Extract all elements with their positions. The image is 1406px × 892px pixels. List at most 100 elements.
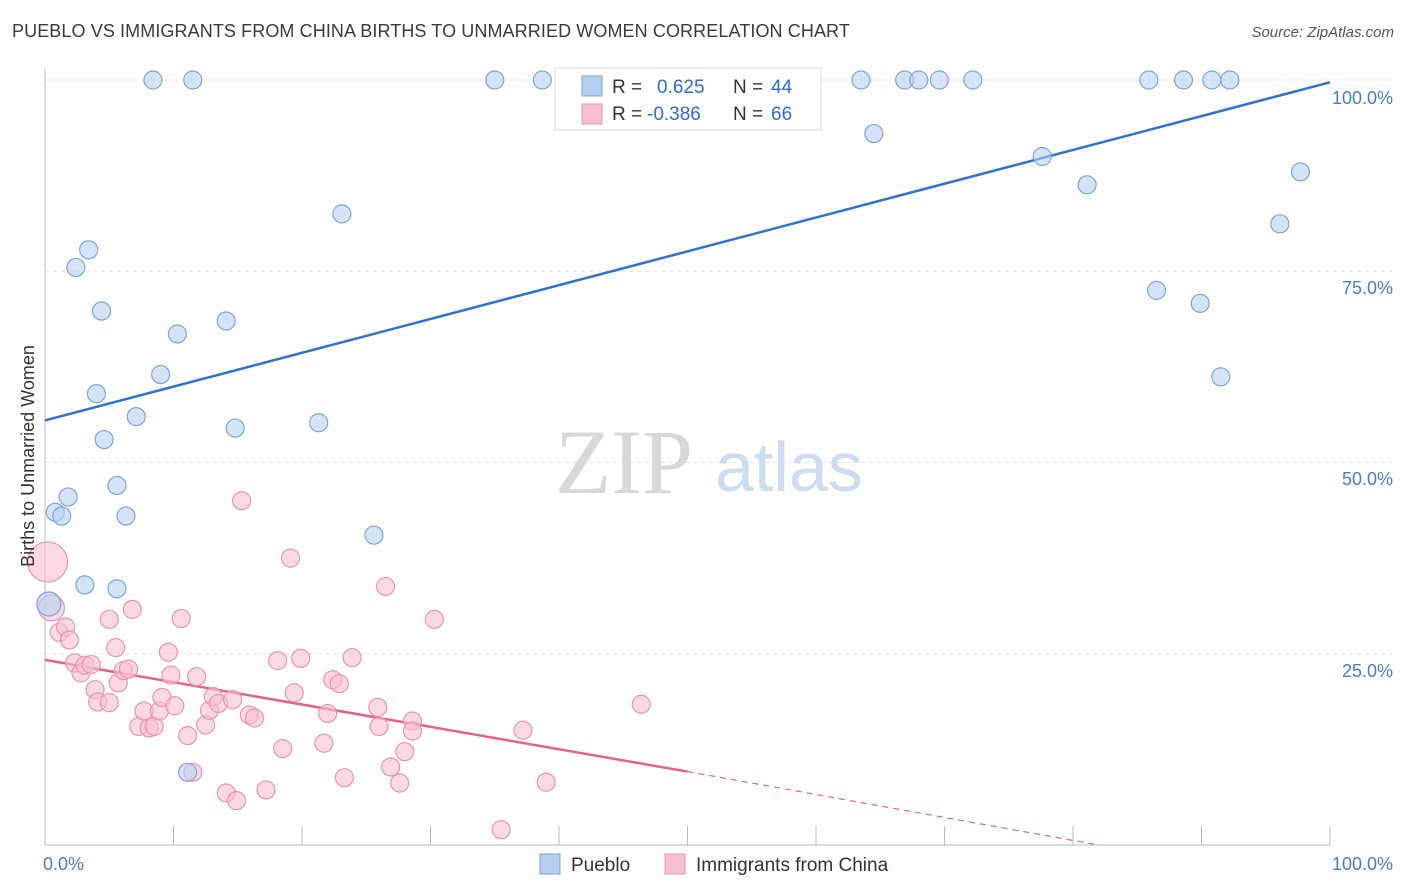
data-point-pueblo — [1211, 367, 1231, 387]
data-point-pueblo — [929, 70, 949, 90]
data-point-china — [81, 654, 101, 675]
data-point-china — [395, 742, 415, 762]
data-point-pueblo — [178, 762, 198, 782]
data-point-pueblo — [58, 487, 78, 507]
data-point-pueblo — [94, 429, 114, 450]
data-point-china — [329, 673, 349, 694]
legend-r-label: R = — [612, 77, 642, 98]
correlation-legend: R = 0.625 N = 44 R = -0.386 N = 66 — [554, 67, 822, 131]
data-point-china — [390, 773, 410, 793]
data-point-china — [273, 739, 293, 759]
x-axis-ticks — [173, 826, 1331, 845]
data-point-pueblo — [52, 506, 72, 526]
data-point-pueblo — [1202, 70, 1222, 90]
data-point-china — [284, 683, 304, 703]
legend-r-label: R = — [612, 104, 642, 125]
data-point-pueblo — [183, 70, 203, 90]
data-point-china — [342, 647, 362, 668]
data-point-pueblo — [107, 475, 127, 496]
x-tick-label-min: 0.0% — [43, 854, 84, 874]
data-point-china — [491, 820, 511, 840]
data-point-china — [513, 720, 533, 740]
data-point-china — [291, 648, 311, 668]
y-axis-label: Births to Unmarried Women — [18, 345, 38, 567]
data-point-china — [122, 599, 142, 619]
data-point-pueblo — [151, 364, 171, 385]
data-point-pueblo — [116, 506, 136, 526]
trend-line-china — [44, 658, 688, 773]
data-point-pueblo — [909, 70, 929, 90]
data-point-china — [99, 693, 119, 713]
legend-r-value-pueblo: 0.625 — [657, 77, 705, 98]
data-point-china — [381, 757, 401, 777]
data-point-pueblo — [91, 301, 112, 321]
data-point-pueblo — [963, 70, 983, 90]
data-point-pueblo — [1290, 162, 1311, 182]
data-point-china — [59, 630, 80, 650]
bottom-legend-label-china: Immigrants from China — [696, 855, 889, 876]
y-tick-label: 25.0% — [1342, 661, 1393, 681]
series-immigrants-from-china — [26, 491, 651, 840]
data-point-china — [424, 609, 444, 629]
data-point-china — [267, 651, 288, 671]
data-point-china — [318, 703, 338, 724]
data-point-pueblo — [1077, 175, 1097, 195]
data-point-pueblo — [864, 123, 884, 144]
data-point-pueblo — [66, 257, 86, 278]
data-point-pueblo — [364, 525, 384, 545]
data-point-china — [244, 708, 265, 728]
data-point-pueblo — [485, 70, 505, 90]
data-point-china — [118, 659, 139, 679]
data-point-china — [402, 721, 423, 741]
data-point-china — [26, 541, 69, 583]
data-point-china — [158, 642, 178, 662]
chart-title: PUEBLO VS IMMIGRANTS FROM CHINA BIRTHS T… — [12, 21, 850, 41]
data-point-china — [280, 548, 301, 568]
data-point-pueblo — [126, 407, 146, 427]
data-point-pueblo — [75, 575, 95, 595]
data-point-pueblo — [532, 70, 552, 90]
data-point-pueblo — [851, 70, 871, 90]
data-point-china — [536, 772, 556, 792]
legend-n-value-pueblo: 44 — [771, 77, 793, 98]
x-tick-label-max: 100.0% — [1332, 854, 1393, 874]
data-point-china — [256, 780, 276, 800]
data-point-pueblo — [1220, 70, 1240, 90]
bottom-legend-swatch-pueblo — [539, 853, 561, 875]
data-point-china — [178, 726, 198, 746]
y-tick-label: 75.0% — [1342, 278, 1393, 298]
data-point-china — [161, 665, 181, 685]
legend-r-value-china: -0.386 — [647, 104, 701, 125]
y-tick-label: 50.0% — [1342, 469, 1393, 489]
data-point-pueblo — [216, 311, 236, 331]
legend-n-label: N = — [733, 77, 763, 98]
data-point-china — [165, 696, 185, 716]
data-point-pueblo — [86, 384, 107, 404]
bottom-legend-swatch-china — [664, 853, 686, 875]
source-label: Source: ZipAtlas.com — [1251, 24, 1394, 41]
data-point-china — [369, 716, 389, 737]
legend-swatch-pueblo — [581, 75, 603, 97]
data-point-china — [106, 638, 126, 658]
data-point-pueblo — [1032, 146, 1052, 167]
data-point-china — [99, 609, 119, 629]
data-point-pueblo — [1139, 70, 1159, 90]
legend-n-label: N = — [733, 104, 763, 125]
data-point-china — [223, 690, 243, 710]
data-point-pueblo — [79, 240, 99, 260]
trend-line-china-extension — [687, 770, 1099, 846]
data-point-pueblo — [1146, 280, 1167, 300]
data-point-china — [187, 667, 207, 687]
grid-lines — [45, 79, 1392, 655]
data-point-china — [232, 491, 252, 511]
legend-swatch-china — [581, 103, 603, 125]
bottom-legend-label-pueblo: Pueblo — [571, 855, 630, 876]
data-point-china — [631, 694, 651, 714]
series-legend: Pueblo Immigrants from China — [539, 853, 889, 876]
watermark: ZIP atlas — [555, 411, 863, 513]
watermark-atlas: atlas — [715, 428, 863, 506]
trend-lines — [44, 81, 1331, 846]
data-point-pueblo — [36, 591, 62, 617]
data-point-pueblo — [107, 579, 127, 599]
y-tick-labels: 25.0% 50.0% 75.0% 100.0% — [1332, 88, 1393, 681]
